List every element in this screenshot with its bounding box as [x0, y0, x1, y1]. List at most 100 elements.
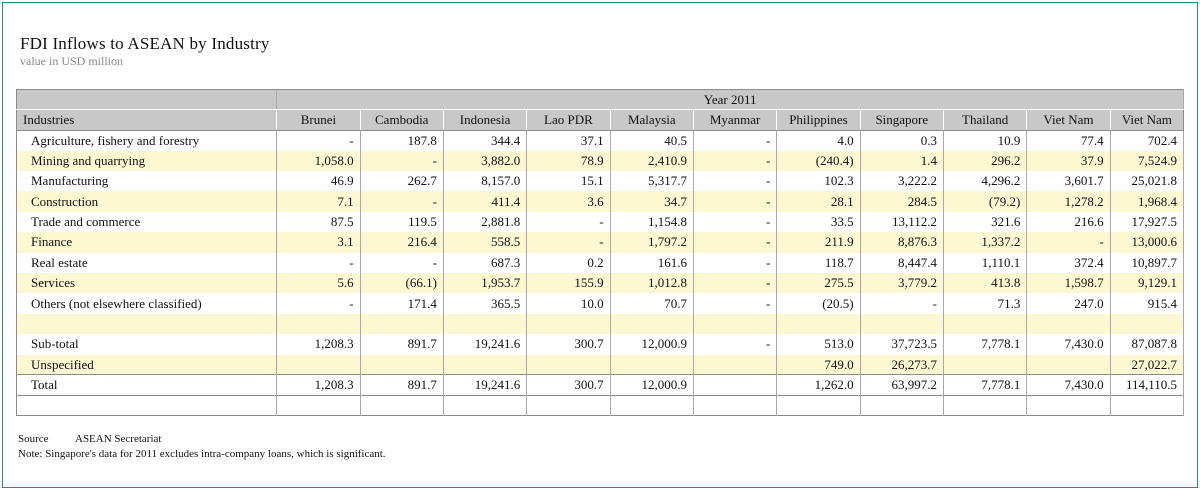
table-cell [860, 394, 944, 416]
table-cell: 411.4 [443, 191, 528, 212]
table-cell: 1,058.0 [276, 150, 361, 172]
row-label [16, 313, 278, 335]
table-cell: 40.5 [610, 130, 694, 151]
table-cell [1110, 394, 1185, 416]
column-header: Thailand [943, 109, 1028, 131]
table-cell: 8,876.3 [860, 232, 944, 253]
table-cell: 46.9 [276, 171, 361, 192]
table-cell [860, 313, 944, 335]
table-cell: - [526, 211, 611, 233]
table-cell: 10,897.7 [1110, 252, 1185, 274]
table-cell [1110, 313, 1185, 335]
table-cell: 3,779.2 [860, 273, 944, 294]
table-cell: 1,208.3 [276, 374, 361, 396]
table-cell: 7,430.0 [1026, 374, 1111, 396]
table-cell: - [693, 232, 778, 253]
source-label: Source [18, 433, 49, 445]
table-cell: 71.3 [943, 293, 1028, 314]
table-cell [276, 394, 361, 416]
table-cell: - [693, 130, 778, 151]
table-cell: (79.2) [943, 191, 1028, 212]
table-cell: 34.7 [610, 191, 694, 212]
blank-row [16, 394, 1185, 416]
table-cell: - [360, 252, 444, 274]
year-header-blank [16, 89, 278, 111]
table-cell: 3.6 [526, 191, 611, 212]
table-cell: - [526, 232, 611, 253]
table-cell: 296.2 [943, 150, 1028, 172]
table-cell: 1,262.0 [776, 374, 861, 396]
table-cell: 891.7 [360, 374, 444, 396]
column-header: Viet Nam [1110, 109, 1184, 131]
table-cell: 365.5 [443, 293, 528, 314]
table-cell: 155.9 [526, 273, 611, 294]
row-label [16, 394, 278, 416]
table-row: Agriculture, fishery and forestry -187.8 3… [16, 130, 1185, 151]
row-label: Manufacturing [16, 171, 278, 192]
table-cell [360, 394, 444, 416]
table-cell [526, 313, 611, 335]
table-cell: - [360, 150, 444, 172]
table-cell: 10.9 [943, 130, 1028, 151]
table-cell [693, 313, 778, 335]
table-cell: 17,927.5 [1110, 211, 1185, 233]
table-cell: 284.5 [860, 191, 944, 212]
table-cell: 12,000.9 [610, 374, 694, 396]
table-cell: 2,410.9 [610, 150, 694, 172]
table-cell: 1,208.3 [276, 334, 361, 355]
table-cell [776, 313, 861, 335]
table-cell: 78.9 [526, 150, 611, 172]
table-cell: 87.5 [276, 211, 361, 233]
table-cell [943, 313, 1028, 335]
table-cell: 171.4 [360, 293, 444, 314]
table-row: Real estate - -687.3 0.2 161.6-118.7 8,447.4 1… [16, 252, 1185, 274]
table-cell: 102.3 [776, 171, 861, 192]
row-label: Agriculture, fishery and forestry [16, 130, 278, 151]
table-cell: 702.4 [1110, 130, 1185, 151]
row-label: Construction [16, 191, 278, 212]
table-cell: 19,241.6 [443, 334, 528, 355]
table-cell: 37.9 [1026, 150, 1111, 172]
table-row: Services 5.6 (66.1) 1,953.7 155.9 1,012.8-275… [16, 273, 1185, 294]
table-cell: 13,000.6 [1110, 232, 1185, 253]
row-label: Unspecified [16, 354, 278, 375]
table-cell: 687.3 [443, 252, 528, 274]
table-row: Trade and commerce 87.5 119.5 2,881.8-1,154… [16, 211, 1185, 233]
table-cell: 63,997.2 [860, 374, 944, 396]
table-cell: (66.1) [360, 273, 444, 294]
table-cell: 7.1 [276, 191, 361, 212]
row-label: Trade and commerce [16, 211, 278, 233]
table-cell: - [693, 150, 778, 172]
row-label: Others (not elsewhere classified) [16, 293, 278, 314]
source-value: ASEAN Secretariat [75, 433, 162, 445]
table-cell [360, 313, 444, 335]
table-cell: - [693, 334, 778, 355]
year-header: Year 2011 [276, 89, 1184, 111]
table-cell: 321.6 [943, 211, 1028, 233]
source-line: Source ASEAN Secretariat [18, 433, 161, 445]
table-cell: 114,110.5 [1110, 374, 1185, 396]
table-cell: 70.7 [610, 293, 694, 314]
table-cell: 119.5 [360, 211, 444, 233]
table-cell: 33.5 [776, 211, 861, 233]
table-cell: 5.6 [276, 273, 361, 294]
column-header: Philippines [776, 109, 861, 131]
table-cell: - [860, 293, 944, 314]
table-cell [443, 354, 528, 375]
table-cell: - [693, 191, 778, 212]
table-cell [776, 394, 861, 416]
table-cell [443, 394, 528, 416]
table-cell [276, 354, 361, 375]
table-cell: 7,524.9 [1110, 150, 1185, 172]
table-cell: 12,000.9 [610, 334, 694, 355]
table-cell: - [276, 252, 361, 274]
table-cell: 4.0 [776, 130, 861, 151]
row-label: Services [16, 273, 278, 294]
table-cell [610, 354, 694, 375]
table-cell [610, 313, 694, 335]
table-cell [943, 354, 1028, 375]
table-cell: 216.4 [360, 232, 444, 253]
column-header-industries: Industries [16, 109, 278, 131]
blank-row [16, 313, 1185, 335]
table-cell: 1,110.1 [943, 252, 1028, 274]
